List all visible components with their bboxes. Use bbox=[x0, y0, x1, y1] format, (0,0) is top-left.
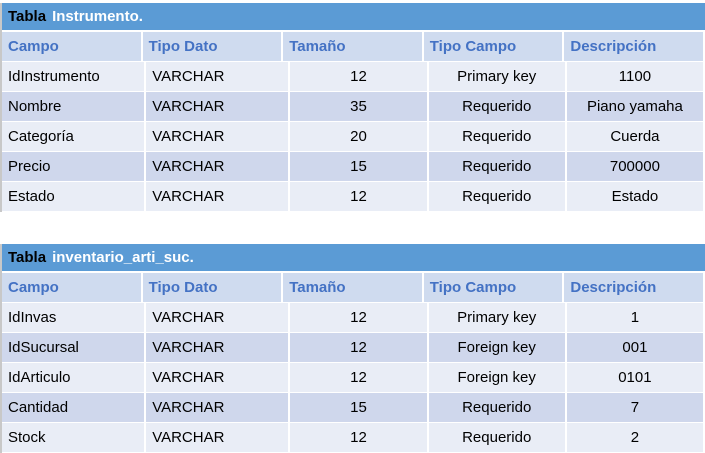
table-cell: VARCHAR bbox=[146, 92, 291, 121]
table-row: Cantidad VARCHAR 15 Requerido 7 bbox=[2, 393, 705, 423]
table-cell: 35 bbox=[290, 92, 429, 121]
table-cell: Foreign key bbox=[429, 363, 567, 392]
table-row: Estado VARCHAR 12 Requerido Estado bbox=[2, 182, 705, 212]
header-row: Campo Tipo Dato Tamaño Tipo Campo Descripció… bbox=[2, 273, 705, 303]
table-cell: 001 bbox=[567, 333, 705, 362]
table-cell: Estado bbox=[2, 182, 147, 211]
table-cell: 12 bbox=[290, 423, 429, 452]
table-cell: IdInvas bbox=[2, 303, 147, 332]
table-cell: 0101 bbox=[567, 363, 705, 392]
table-cell: Stock bbox=[2, 423, 147, 452]
table-cell: 15 bbox=[290, 152, 429, 181]
table-cell: 700000 bbox=[567, 152, 705, 181]
table-cell: VARCHAR bbox=[146, 423, 291, 452]
column-header: Tipo Campo bbox=[424, 32, 565, 61]
table-cell: Piano yamaha bbox=[567, 92, 705, 121]
table-cell: 1 bbox=[567, 303, 705, 332]
table-instrumento: Tabla Instrumento. Campo Tipo Dato Tamaño Tip… bbox=[0, 3, 705, 212]
table-cell: Foreign key bbox=[429, 333, 567, 362]
table-cell: 12 bbox=[290, 62, 429, 91]
table-title: Tabla inventario_arti_suc. bbox=[2, 244, 705, 273]
table-cell: IdInstrumento bbox=[2, 62, 147, 91]
column-header: Tamaño bbox=[283, 32, 424, 61]
table-cell: Estado bbox=[567, 182, 705, 211]
table-row: Nombre VARCHAR 35 Requerido Piano yamaha bbox=[2, 92, 705, 122]
column-header: Campo bbox=[2, 273, 143, 302]
table-cell: 12 bbox=[290, 303, 429, 332]
table-row: IdSucursal VARCHAR 12 Foreign key 001 bbox=[2, 333, 705, 363]
table-cell: VARCHAR bbox=[146, 182, 291, 211]
table-cell: 12 bbox=[290, 333, 429, 362]
table-inventario-arti-suc: Tabla inventario_arti_suc. Campo Tipo Dato T… bbox=[0, 244, 705, 453]
column-header: Descripción bbox=[564, 273, 705, 302]
table-cell: Requerido bbox=[429, 423, 567, 452]
table-cell: VARCHAR bbox=[146, 152, 291, 181]
column-header: Descripción bbox=[564, 32, 705, 61]
table-cell: Cantidad bbox=[2, 393, 147, 422]
table-cell: 7 bbox=[567, 393, 705, 422]
table-cell: VARCHAR bbox=[146, 363, 291, 392]
table-cell: Requerido bbox=[429, 152, 567, 181]
table-cell: Requerido bbox=[429, 393, 567, 422]
table-cell: 15 bbox=[290, 393, 429, 422]
table-cell: 12 bbox=[290, 363, 429, 392]
table-cell: VARCHAR bbox=[146, 393, 291, 422]
table-cell: Requerido bbox=[429, 92, 567, 121]
column-header: Campo bbox=[2, 32, 143, 61]
table-cell: 12 bbox=[290, 182, 429, 211]
table-row: IdInstrumento VARCHAR 12 Primary key 1100 bbox=[2, 62, 705, 92]
table-title: Tabla Instrumento. bbox=[2, 3, 705, 32]
table-cell: 20 bbox=[290, 122, 429, 151]
table-row: Stock VARCHAR 12 Requerido 2 bbox=[2, 423, 705, 453]
table-cell: Primary key bbox=[429, 303, 567, 332]
table-cell: Requerido bbox=[429, 122, 567, 151]
table-cell: Precio bbox=[2, 152, 147, 181]
table-row: IdInvas VARCHAR 12 Primary key 1 bbox=[2, 303, 705, 333]
table-row: Precio VARCHAR 15 Requerido 700000 bbox=[2, 152, 705, 182]
table-cell: Primary key bbox=[429, 62, 567, 91]
table-cell: Categoría bbox=[2, 122, 147, 151]
table-cell: 1100 bbox=[567, 62, 705, 91]
table-row: Categoría VARCHAR 20 Requerido Cuerda bbox=[2, 122, 705, 152]
header-row: Campo Tipo Dato Tamaño Tipo Campo Descripció… bbox=[2, 32, 705, 62]
column-header: Tipo Dato bbox=[143, 32, 284, 61]
column-header: Tipo Dato bbox=[143, 273, 284, 302]
column-header: Tipo Campo bbox=[424, 273, 565, 302]
table-cell: IdArticulo bbox=[2, 363, 147, 392]
table-cell: Requerido bbox=[429, 182, 567, 211]
table-cell: VARCHAR bbox=[146, 303, 291, 332]
table-cell: Cuerda bbox=[567, 122, 705, 151]
table-cell: VARCHAR bbox=[146, 333, 291, 362]
table-cell: VARCHAR bbox=[146, 62, 291, 91]
table-cell: IdSucursal bbox=[2, 333, 147, 362]
table-cell: VARCHAR bbox=[146, 122, 291, 151]
table-cell: 2 bbox=[567, 423, 705, 452]
table-cell: Nombre bbox=[2, 92, 147, 121]
column-header: Tamaño bbox=[283, 273, 424, 302]
table-row: IdArticulo VARCHAR 12 Foreign key 0101 bbox=[2, 363, 705, 393]
